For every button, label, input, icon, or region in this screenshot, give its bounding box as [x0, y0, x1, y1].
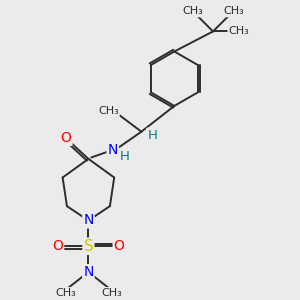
Text: CH₃: CH₃	[228, 26, 249, 36]
Text: N: N	[83, 265, 94, 279]
Text: O: O	[61, 131, 71, 145]
Text: O: O	[114, 239, 124, 253]
Text: CH₃: CH₃	[223, 6, 244, 16]
Text: N: N	[83, 214, 94, 227]
Text: S: S	[83, 239, 93, 254]
Text: CH₃: CH₃	[182, 6, 203, 16]
Text: CH₃: CH₃	[101, 288, 122, 298]
Text: CH₃: CH₃	[98, 106, 119, 116]
Text: O: O	[52, 239, 63, 253]
Text: H: H	[120, 149, 130, 163]
Text: H: H	[147, 129, 157, 142]
Text: N: N	[108, 143, 118, 157]
Text: CH₃: CH₃	[55, 288, 76, 298]
